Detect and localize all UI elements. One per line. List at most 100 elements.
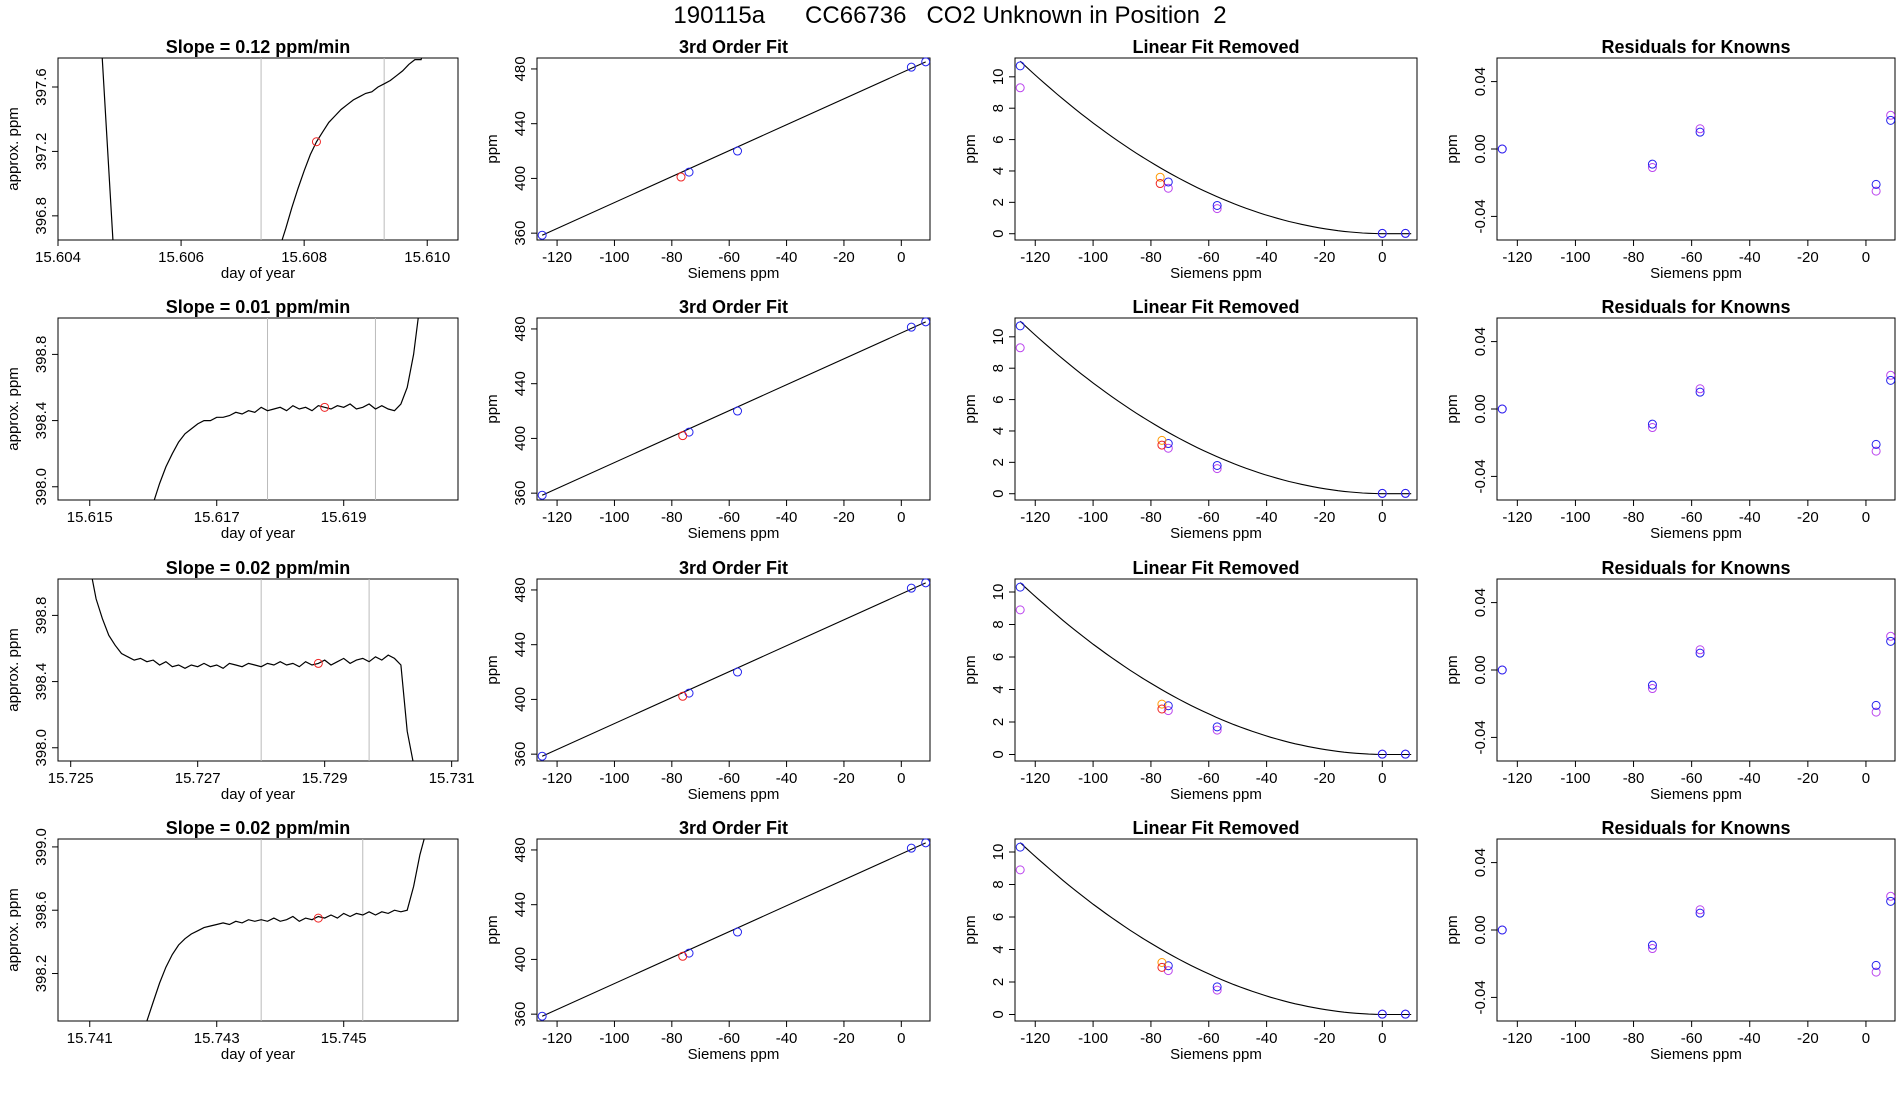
r4-fit-known-point xyxy=(906,843,916,853)
r2-trace-ytick-label: 398.0 xyxy=(33,468,50,506)
r1-fit-title: 3rd Order Fit xyxy=(679,37,788,57)
r4-linres-ytick-label: 10 xyxy=(990,844,1007,861)
r4-linres-fit-curve xyxy=(1019,842,1412,1016)
r3-linres-unknown-point xyxy=(1157,704,1167,714)
r1-linres-xtick-label: -60 xyxy=(1198,249,1220,266)
r4-resid-residual-alt-point xyxy=(1647,944,1657,954)
r3-fit-frame xyxy=(536,578,931,762)
r1-trace-title: Slope = 0.12 ppm/min xyxy=(166,37,351,57)
r2-linres-ytick-label: 0 xyxy=(990,490,1007,498)
r4-linres-known-alt-point xyxy=(1212,985,1222,995)
r3-resid-ytick-label: 0.04 xyxy=(1472,588,1489,617)
r4-linres-unknown-point xyxy=(1157,962,1167,972)
r1-resid-xtick-label: -120 xyxy=(1502,249,1532,266)
r3-fit-known-point xyxy=(921,578,931,588)
r4-resid-xtick-label: -40 xyxy=(1739,1030,1761,1047)
r1-trace-xtick-label: 15.606 xyxy=(158,249,204,266)
r3-linres-ytick-label: 6 xyxy=(990,653,1007,661)
r2-linres-unknown-point xyxy=(1157,440,1167,450)
r3-resid-residual-alt-point xyxy=(1647,684,1657,694)
r1-fit-ytick-label: 480 xyxy=(512,56,529,81)
r3-trace-ytick-label: 398.4 xyxy=(33,663,50,701)
r1-linres-xtick-label: -40 xyxy=(1256,249,1278,266)
r1-fit-ytick-label: 440 xyxy=(512,111,529,136)
r3-linres-xtick-label: -120 xyxy=(1020,770,1050,787)
r2-trace-ylabel: approx. ppm xyxy=(5,367,22,450)
r1-trace-xlabel: day of year xyxy=(221,265,295,282)
r2-resid-residual-point xyxy=(1886,375,1896,385)
r2-trace-ytick-label: 398.4 xyxy=(33,402,50,440)
r3-linres-xtick-label: -80 xyxy=(1140,770,1162,787)
r4-fit-ytick-label: 400 xyxy=(512,947,529,972)
r4-linres-unknown-point xyxy=(1157,958,1167,967)
r2-resid-xtick-label: -40 xyxy=(1739,509,1761,526)
r3-resid-frame xyxy=(1496,578,1896,762)
r1-fit-xtick-label: -100 xyxy=(599,249,629,266)
r3-resid-residual-point xyxy=(1695,648,1705,658)
r4-trace-ytick-label: 398.2 xyxy=(33,955,50,993)
r2-trace-xlabel: day of year xyxy=(221,525,295,542)
r4-linres-known-point xyxy=(1212,982,1222,992)
r4-trace-xtick-label: 15.745 xyxy=(321,1030,367,1047)
r2-linres-title: Linear Fit Removed xyxy=(1132,297,1299,317)
r1-fit-frame xyxy=(536,57,931,241)
r3-linres-frame xyxy=(1014,578,1418,762)
r2-fit-xtick-label: -40 xyxy=(776,509,798,526)
r1-resid-residual-alt-point xyxy=(1886,110,1896,120)
r2-linres-frame xyxy=(1014,317,1418,501)
r4-fit-xlabel: Siemens ppm xyxy=(688,1046,780,1063)
r3-resid-residual-point xyxy=(1871,700,1881,710)
r4-resid-xtick-label: -80 xyxy=(1623,1030,1645,1047)
r2-resid-ytick-label: 0.00 xyxy=(1472,394,1489,423)
r1-fit-xtick-label: 0 xyxy=(897,249,905,266)
r1-trace-xtick-label: 15.604 xyxy=(35,249,81,266)
r3-linres-fit-curve xyxy=(1019,582,1412,756)
r2-resid-residual-point xyxy=(1497,404,1507,414)
r1-linres-ytick-label: 4 xyxy=(990,167,1007,175)
r3-resid-xtick-label: 0 xyxy=(1862,770,1870,787)
r2-linres-known-point xyxy=(1400,488,1410,498)
r1-linres-xtick-label: -20 xyxy=(1314,249,1336,266)
r1-linres-xtick-label: -100 xyxy=(1078,249,1108,266)
r4-resid-residual-alt-point xyxy=(1871,967,1881,977)
r1-resid-title: Residuals for Knowns xyxy=(1601,37,1790,57)
r2-fit-xtick-label: -60 xyxy=(718,509,740,526)
r1-resid-residual-alt-point xyxy=(1871,186,1881,196)
r1-trace-ytick-label: 397.2 xyxy=(33,133,50,171)
r2-fit-xtick-label: 0 xyxy=(897,509,905,526)
r1-trace-ytick-label: 397.6 xyxy=(33,68,50,106)
r2-resid-residual-point xyxy=(1871,439,1881,449)
r4-linres-xtick-label: -100 xyxy=(1078,1030,1108,1047)
r2-linres-xtick-label: -40 xyxy=(1256,509,1278,526)
r4-fit-unknown-point xyxy=(678,951,688,961)
r4-trace-xtick-label: 15.741 xyxy=(67,1030,113,1047)
r1-linres-xtick-label: 0 xyxy=(1378,249,1386,266)
r4-trace-title: Slope = 0.02 ppm/min xyxy=(166,818,351,838)
r2-fit-known-point xyxy=(906,322,916,332)
r4-resid-residual-point xyxy=(1497,925,1507,935)
r4-linres-known-point xyxy=(1015,842,1025,852)
r1-resid-xtick-label: -60 xyxy=(1681,249,1703,266)
r1-trace-trace-line xyxy=(101,58,423,240)
r4-resid-ytick-label: -0.04 xyxy=(1472,980,1489,1014)
r2-fit-xlabel: Siemens ppm xyxy=(688,525,780,542)
r3-fit-xtick-label: -100 xyxy=(599,770,629,787)
r3-trace-ylabel: approx. ppm xyxy=(5,628,22,711)
r4-trace-ytick-label: 399.0 xyxy=(33,828,50,866)
r3-linres-known-point xyxy=(1400,749,1410,759)
r2-fit-unknown-point xyxy=(678,431,688,441)
r1-resid-xtick-label: -100 xyxy=(1560,249,1590,266)
r1-resid-frame xyxy=(1496,57,1896,241)
r2-linres-ytick-label: 4 xyxy=(990,427,1007,435)
r2-linres-ytick-label: 6 xyxy=(990,395,1007,403)
r3-linres-known-alt-point xyxy=(1212,725,1222,735)
r1-linres-unknown-point xyxy=(1155,179,1165,189)
r3-trace-xtick-label: 15.725 xyxy=(48,770,94,787)
r1-resid-xtick-label: 0 xyxy=(1862,249,1870,266)
r1-resid-residual-alt-point xyxy=(1647,163,1657,173)
r2-resid-residual-alt-point xyxy=(1695,384,1705,394)
r1-resid-residual-point xyxy=(1695,127,1705,137)
r2-linres-xtick-label: -60 xyxy=(1198,509,1220,526)
r1-resid-residual-point xyxy=(1871,179,1881,189)
r4-linres-ytick-label: 6 xyxy=(990,913,1007,921)
